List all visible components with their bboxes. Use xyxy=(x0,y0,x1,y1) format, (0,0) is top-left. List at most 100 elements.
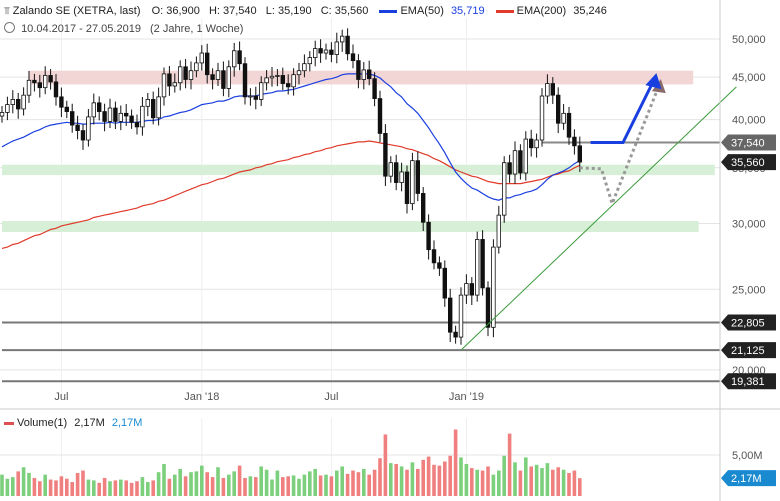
candle-body xyxy=(285,83,291,88)
chart-subheader: 10.04.2017 - 27.05.2019 (2 Jahre, 1 Woch… xyxy=(4,22,243,35)
candle-body xyxy=(215,70,221,80)
candle-body xyxy=(10,99,15,105)
volume-bar xyxy=(264,469,269,496)
candle-body xyxy=(550,83,555,96)
ema50-value: 35,719 xyxy=(450,5,485,17)
close-value: 35,560 xyxy=(334,5,369,17)
volume-bar xyxy=(470,468,474,496)
volume-bar xyxy=(518,470,523,496)
volume-bar xyxy=(243,477,247,496)
volume-bar xyxy=(426,456,431,496)
candle-body xyxy=(210,74,215,80)
candle-body xyxy=(204,52,210,76)
candle-body xyxy=(539,95,545,141)
volume-bar xyxy=(146,482,150,496)
volume-bar xyxy=(329,476,334,496)
volume-bar xyxy=(394,463,398,496)
candle-body xyxy=(64,106,69,112)
candle-body xyxy=(296,70,302,76)
candle-body xyxy=(129,115,134,123)
volume-bar xyxy=(59,476,64,496)
volume-bar xyxy=(81,470,85,496)
volume-bar xyxy=(16,471,20,496)
candle-body xyxy=(334,41,339,55)
candle-body xyxy=(442,267,447,299)
volume-bar xyxy=(367,474,371,496)
candle-body xyxy=(145,99,150,107)
volume-bar xyxy=(389,463,393,496)
candle-body xyxy=(474,239,480,296)
y-tick-label: 40,000 xyxy=(732,115,766,127)
candle-body xyxy=(420,193,426,223)
volume-bar xyxy=(70,482,74,496)
volume-bar xyxy=(502,455,506,496)
candle-body xyxy=(491,246,496,328)
moving-averages xyxy=(1,73,581,249)
x-tick-label: Jul xyxy=(54,391,68,403)
candle-body xyxy=(469,283,474,296)
candle-body xyxy=(307,57,312,65)
candle-body xyxy=(32,79,37,84)
volume-bar xyxy=(459,457,463,496)
candle-body xyxy=(183,66,188,80)
candle-body xyxy=(415,160,420,194)
candle-body xyxy=(345,35,350,55)
candle-body xyxy=(258,82,264,100)
candle-body xyxy=(496,214,501,248)
volume-bar xyxy=(464,463,469,496)
volume-bar xyxy=(173,474,177,496)
ema50-line xyxy=(1,73,581,201)
volume-bar xyxy=(297,478,301,496)
volume-bar xyxy=(545,463,550,496)
support-zone xyxy=(2,164,715,176)
volume-bar xyxy=(561,469,566,496)
volume-bar xyxy=(194,471,199,496)
open-value: 36,900 xyxy=(166,5,200,17)
volume-bar xyxy=(189,472,193,496)
volume-bar xyxy=(534,464,539,496)
volume-bar xyxy=(248,476,253,496)
candle-body xyxy=(572,136,577,147)
candle-body xyxy=(356,60,361,80)
volume-bar xyxy=(162,463,166,496)
candle-body xyxy=(199,52,204,64)
candle-body xyxy=(458,294,464,338)
candle-body xyxy=(86,116,91,141)
volume-bar xyxy=(108,481,112,496)
chart-title: Zalando SE (XETRA, last) xyxy=(12,5,141,17)
candle-body xyxy=(53,81,59,98)
candle-body xyxy=(556,94,561,124)
annotations xyxy=(460,73,737,351)
candle-body xyxy=(383,132,388,177)
candle-body xyxy=(437,262,442,269)
volume-bar xyxy=(221,477,226,496)
candle-body xyxy=(15,99,21,110)
candles xyxy=(0,28,582,345)
candle-body xyxy=(485,287,491,328)
blue-projection xyxy=(590,76,657,144)
candle-body xyxy=(113,107,118,122)
ema200-label: EMA(200) xyxy=(516,5,567,17)
volume-bar xyxy=(453,429,458,496)
volume-bar xyxy=(54,480,58,496)
candle-body xyxy=(507,162,512,175)
volume-bar xyxy=(340,466,344,496)
volume-bar xyxy=(27,473,31,496)
candle-body xyxy=(237,50,242,65)
volume-bar xyxy=(291,475,296,496)
volume-bar xyxy=(75,473,80,496)
trend-line xyxy=(460,86,737,351)
volume-bar xyxy=(507,433,512,496)
y-tick-label: 30,000 xyxy=(732,218,766,230)
volume-bar xyxy=(113,480,118,496)
candle-body xyxy=(194,62,199,72)
price-tag xyxy=(721,373,776,390)
ema200-swatch xyxy=(495,9,514,13)
volume-bars xyxy=(0,429,582,496)
candle-body xyxy=(91,102,96,118)
candle-body xyxy=(231,50,237,68)
candle-body xyxy=(410,160,415,204)
candle-body xyxy=(188,70,194,80)
volume-bar xyxy=(383,434,388,496)
candle-body xyxy=(242,63,248,98)
